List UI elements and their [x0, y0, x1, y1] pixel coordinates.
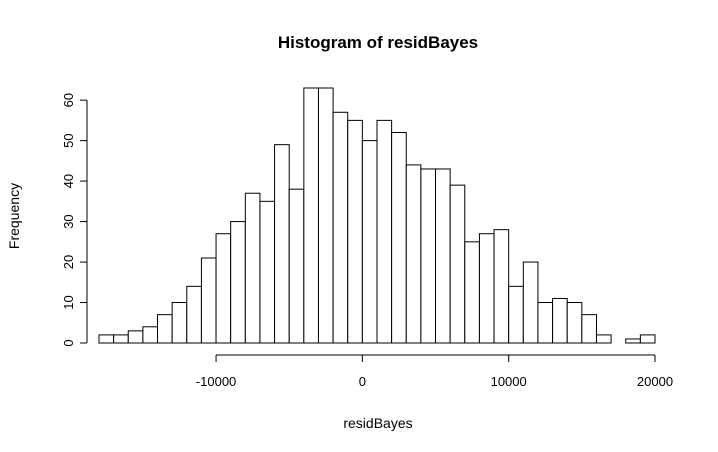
histogram-bar	[508, 285, 524, 344]
histogram-bar	[449, 184, 466, 344]
histogram-bar	[186, 285, 202, 344]
histogram-bar	[347, 119, 363, 344]
y-tick-label: 10	[61, 295, 76, 309]
histogram-bar	[493, 229, 510, 344]
histogram-bar	[405, 164, 422, 344]
histogram-bar	[522, 261, 539, 344]
histogram-bar	[376, 119, 393, 344]
histogram-bar	[639, 334, 656, 344]
histogram-bar	[537, 302, 554, 344]
histogram-bar	[566, 302, 583, 344]
histogram-bar	[215, 233, 232, 344]
histogram-bar	[435, 168, 451, 344]
histogram-bar	[552, 297, 568, 344]
histogram-bar	[332, 111, 349, 344]
histogram-bar	[391, 132, 407, 344]
x-axis-label: residBayes	[343, 415, 412, 431]
histogram-bar	[200, 257, 217, 344]
histogram-bar	[274, 144, 290, 344]
y-tick-label: 50	[61, 133, 76, 147]
y-tick-label: 60	[61, 93, 76, 107]
histogram-bar	[157, 314, 173, 344]
histogram-bar	[259, 200, 276, 344]
histogram-bar	[230, 221, 246, 344]
y-axis-label: Frequency	[6, 183, 22, 249]
bars-group	[98, 87, 656, 344]
histogram-bar	[420, 168, 437, 344]
histogram-bar	[171, 302, 188, 344]
histogram-bar	[625, 338, 641, 344]
chart-title: Histogram of residBayes	[278, 33, 478, 52]
y-tick-label: 0	[61, 339, 76, 346]
histogram-bar	[127, 330, 144, 344]
x-tick-label: -10000	[196, 374, 236, 389]
histogram-bar	[244, 192, 261, 344]
histogram-bar	[113, 334, 129, 344]
histogram-bar	[595, 334, 612, 344]
y-tick-label: 30	[61, 214, 76, 228]
x-tick-label: 10000	[491, 374, 527, 389]
x-tick-label: 0	[359, 374, 366, 389]
histogram-bar	[361, 140, 378, 344]
histogram-bar	[98, 334, 115, 344]
histogram-bar	[478, 233, 495, 344]
y-axis: 0 10 20 30 40 50 60	[61, 93, 88, 347]
histogram-bar	[288, 188, 305, 344]
histogram-bar	[142, 326, 159, 344]
y-tick-label: 20	[61, 255, 76, 269]
histogram-bar	[581, 314, 597, 344]
x-axis: -10000 0 10000 20000	[196, 354, 673, 389]
y-tick-label: 40	[61, 174, 76, 188]
histogram-bar	[464, 241, 480, 344]
histogram-bar	[317, 87, 334, 344]
histogram-bar	[303, 87, 319, 344]
x-tick-label: 20000	[637, 374, 673, 389]
